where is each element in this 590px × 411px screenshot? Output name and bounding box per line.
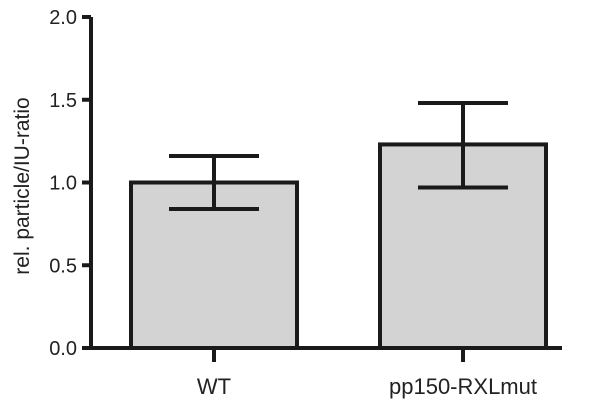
x-category-label-1: pp150-RXLmut [389, 374, 537, 399]
y-tick-label-4: 2.0 [49, 7, 77, 29]
y-tick-label-0: 0.0 [49, 338, 77, 360]
y-axis-title: rel. particle/IU-ratio [11, 97, 34, 274]
y-tick-label-2: 1.0 [49, 173, 77, 195]
x-category-label-0: WT [197, 374, 231, 399]
plot-area: 0.0 0.5 1.0 1.5 2.0 WT pp150-RXLmut [49, 7, 562, 399]
y-tick-label-1: 0.5 [49, 255, 77, 277]
y-tick-label-3: 1.5 [49, 90, 77, 112]
